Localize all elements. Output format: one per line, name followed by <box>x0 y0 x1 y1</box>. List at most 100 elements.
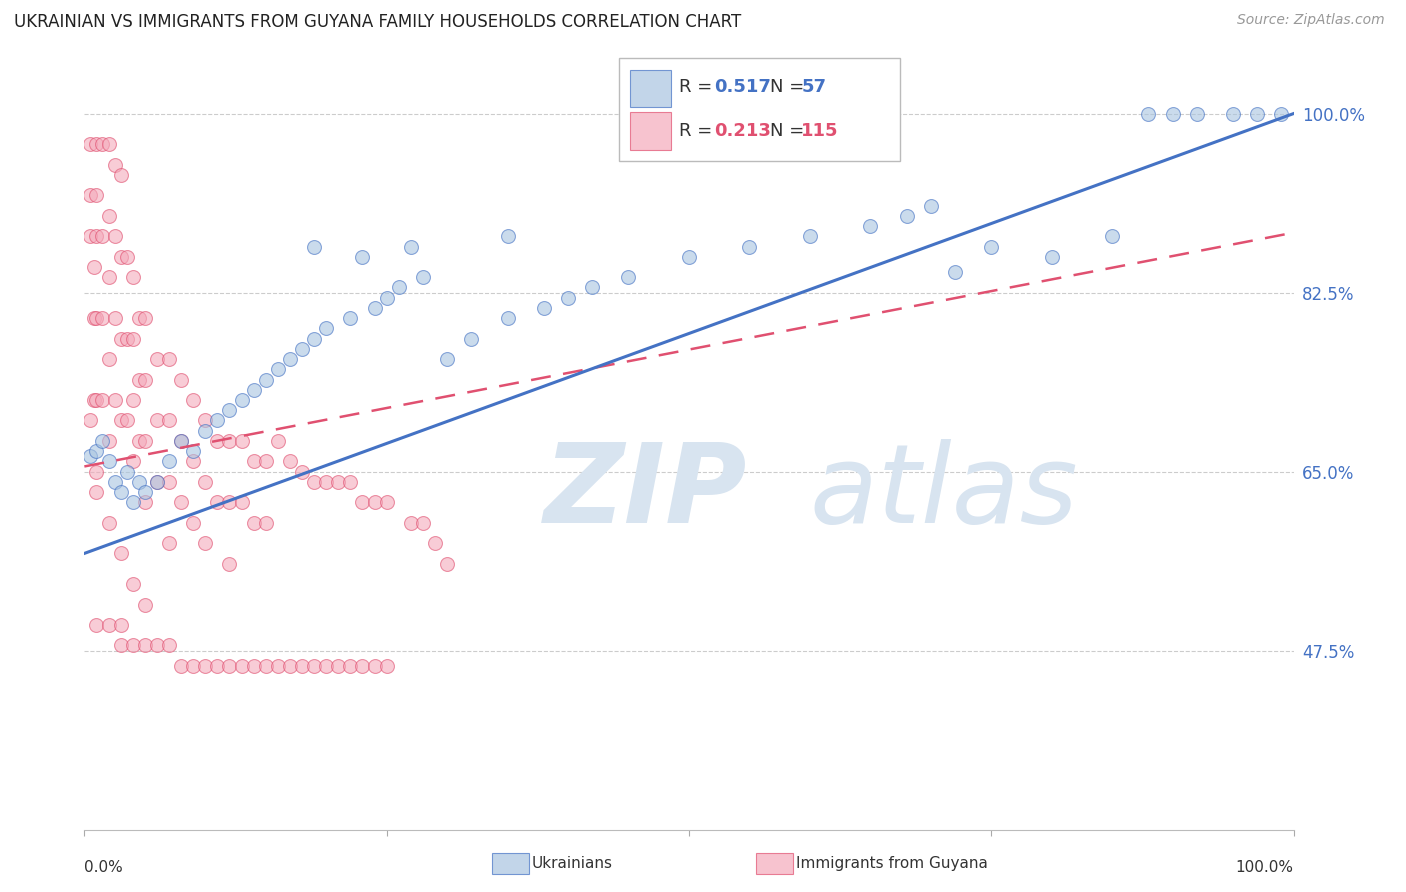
Text: UKRAINIAN VS IMMIGRANTS FROM GUYANA FAMILY HOUSEHOLDS CORRELATION CHART: UKRAINIAN VS IMMIGRANTS FROM GUYANA FAMI… <box>14 13 741 31</box>
Point <box>339 311 361 326</box>
Point <box>128 434 150 448</box>
Point <box>218 434 240 448</box>
Point <box>121 495 143 509</box>
Point <box>181 392 204 407</box>
Point <box>375 291 398 305</box>
Point <box>399 239 422 253</box>
Point <box>242 659 264 673</box>
Point <box>104 229 127 244</box>
Point <box>423 536 446 550</box>
Point <box>146 475 169 489</box>
Point <box>738 239 761 253</box>
Point <box>121 577 143 591</box>
Point <box>896 209 918 223</box>
Point <box>121 332 143 346</box>
Point <box>91 434 114 448</box>
Point <box>194 475 217 489</box>
Point <box>128 311 150 326</box>
Point <box>157 475 180 489</box>
Point <box>207 413 229 427</box>
Point <box>157 413 180 427</box>
Point <box>278 454 301 468</box>
Point <box>134 311 156 326</box>
Point <box>557 291 579 305</box>
Point <box>181 444 204 458</box>
Point <box>104 475 127 489</box>
Point <box>157 639 180 653</box>
Point <box>363 495 385 509</box>
Point <box>375 659 398 673</box>
Point <box>242 516 264 530</box>
Point <box>170 495 193 509</box>
Point <box>302 659 325 673</box>
Point <box>581 280 603 294</box>
Point <box>83 311 105 326</box>
Text: 0.0%: 0.0% <box>84 860 124 875</box>
Point <box>328 659 350 673</box>
Point <box>194 413 217 427</box>
Point <box>1270 106 1292 120</box>
Point <box>146 639 169 653</box>
Point <box>121 454 143 468</box>
Point <box>83 260 105 274</box>
Point <box>254 372 277 386</box>
Point <box>170 434 193 448</box>
Text: Source: ZipAtlas.com: Source: ZipAtlas.com <box>1237 13 1385 28</box>
Point <box>170 659 193 673</box>
Point <box>181 516 204 530</box>
Point <box>110 485 132 500</box>
Point <box>231 392 253 407</box>
Point <box>110 639 132 653</box>
Point <box>134 434 156 448</box>
Point <box>1161 106 1184 120</box>
Point <box>110 618 132 632</box>
Point <box>79 188 101 202</box>
Point <box>1101 229 1123 244</box>
Point <box>121 270 143 285</box>
Point <box>302 475 325 489</box>
Point <box>1222 106 1244 120</box>
Point <box>218 495 240 509</box>
Text: 115: 115 <box>801 122 839 140</box>
Point <box>231 659 253 673</box>
Point <box>1185 106 1208 120</box>
Text: N =: N = <box>770 78 810 95</box>
Point <box>352 495 374 509</box>
Point <box>83 392 105 407</box>
Point <box>91 137 114 152</box>
Point <box>146 352 169 367</box>
Point <box>920 199 942 213</box>
Text: ZIP: ZIP <box>544 439 748 546</box>
Point <box>207 495 229 509</box>
Point <box>97 618 120 632</box>
Point <box>91 392 114 407</box>
Point <box>1246 106 1268 120</box>
Point <box>254 516 277 530</box>
Point <box>254 454 277 468</box>
Point <box>678 250 700 264</box>
Point <box>315 475 337 489</box>
Point <box>170 372 193 386</box>
Point <box>110 546 132 560</box>
Point <box>496 229 519 244</box>
Point <box>207 659 229 673</box>
Point <box>97 352 120 367</box>
Point <box>86 229 108 244</box>
Point <box>86 188 108 202</box>
Point <box>86 311 108 326</box>
Point <box>859 219 882 233</box>
Point <box>194 424 217 438</box>
Point <box>134 598 156 612</box>
Point <box>121 392 143 407</box>
Point <box>115 413 138 427</box>
Point <box>218 403 240 417</box>
Text: N =: N = <box>770 122 810 140</box>
Point <box>86 465 108 479</box>
Point <box>278 659 301 673</box>
Point <box>181 454 204 468</box>
Point <box>79 413 101 427</box>
Point <box>181 659 204 673</box>
Text: R =: R = <box>679 78 718 95</box>
Text: 0.213: 0.213 <box>714 122 770 140</box>
Point <box>79 449 101 463</box>
